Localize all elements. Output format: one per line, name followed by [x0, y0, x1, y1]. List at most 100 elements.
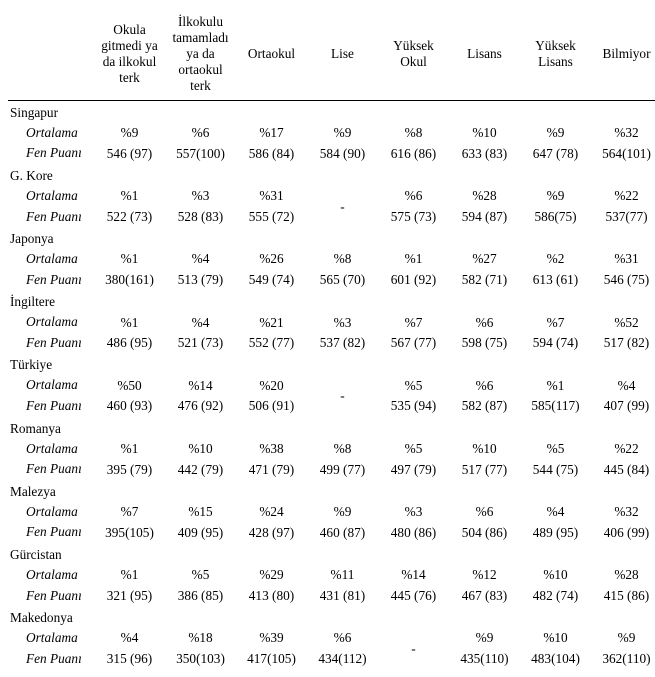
avg-cell: %28 [591, 565, 655, 586]
score-cell: 582 (87) [449, 396, 520, 417]
country-row: Gürcistan [8, 543, 655, 565]
row-label-avg: Ortalama [8, 375, 94, 396]
avg-cell: %31 [236, 186, 307, 207]
avg-cell: %6 [449, 375, 520, 396]
score-cell: 594 (74) [520, 333, 591, 354]
avg-row: Ortalama%50%14%20-%5%6%1%4 [8, 375, 655, 396]
header-col-1: İlkokulu tamamladı ya da ortaokul terk [165, 8, 236, 100]
avg-cell: %1 [94, 439, 165, 460]
score-cell: 549 (74) [236, 270, 307, 291]
score-cell: 586 (84) [236, 143, 307, 164]
avg-cell: %9 [449, 628, 520, 649]
score-cell: 380(161) [94, 270, 165, 291]
score-cell: 486 (95) [94, 333, 165, 354]
score-cell: 407 (99) [591, 396, 655, 417]
avg-cell: %7 [94, 502, 165, 523]
avg-cell: %1 [94, 312, 165, 333]
country-name: Gürcistan [8, 543, 655, 565]
score-row: Fen Puanı486 (95)521 (73)552 (77)537 (82… [8, 333, 655, 354]
score-cell: 586(75) [520, 207, 591, 228]
score-row: Fen Puanı380(161)513 (79)549 (74)565 (70… [8, 270, 655, 291]
avg-cell: %18 [165, 628, 236, 649]
country-name: İngiltere [8, 290, 655, 312]
avg-cell: %5 [165, 565, 236, 586]
score-cell: 417(105) [236, 649, 307, 670]
avg-cell: %8 [307, 439, 378, 460]
row-label-score: Fen Puanı [8, 459, 94, 480]
avg-cell: %1 [520, 375, 591, 396]
avg-cell: %32 [591, 502, 655, 523]
avg-cell: %4 [520, 502, 591, 523]
score-cell: 601 (92) [378, 270, 449, 291]
score-cell: 460 (87) [307, 522, 378, 543]
score-row: Fen Puanı321 (95)386 (85)413 (80)431 (81… [8, 586, 655, 607]
avg-cell: %14 [378, 565, 449, 586]
avg-row: Ortalama%1%5%29%11%14%12%10%28 [8, 565, 655, 586]
header-blank [8, 8, 94, 100]
score-cell: 406 (99) [591, 522, 655, 543]
avg-cell: %6 [449, 502, 520, 523]
avg-cell: %1 [94, 565, 165, 586]
avg-cell: %9 [307, 502, 378, 523]
row-label-score: Fen Puanı [8, 522, 94, 543]
score-cell: 544 (75) [520, 459, 591, 480]
score-cell: 528 (83) [165, 207, 236, 228]
avg-cell: %10 [165, 439, 236, 460]
score-cell: 386 (85) [165, 586, 236, 607]
row-label-avg: Ortalama [8, 628, 94, 649]
score-cell: 395 (79) [94, 459, 165, 480]
avg-row: Ortalama%1%4%26%8%1%27%2%31 [8, 249, 655, 270]
score-cell: 480 (86) [378, 522, 449, 543]
avg-cell: %3 [378, 502, 449, 523]
row-label-score: Fen Puanı [8, 649, 94, 670]
country-row: Türkiye [8, 353, 655, 375]
avg-cell: %1 [378, 249, 449, 270]
country-row: Japonya [8, 227, 655, 249]
score-cell: 445 (76) [378, 586, 449, 607]
score-cell: 415 (86) [591, 586, 655, 607]
score-cell: 552 (77) [236, 333, 307, 354]
avg-row: Ortalama%4%18%39%6-%9%10%9 [8, 628, 655, 649]
score-cell: 460 (93) [94, 396, 165, 417]
avg-cell: %11 [307, 565, 378, 586]
score-cell: 482 (74) [520, 586, 591, 607]
score-cell: 575 (73) [378, 207, 449, 228]
row-label-avg: Ortalama [8, 565, 94, 586]
score-cell: 442 (79) [165, 459, 236, 480]
avg-cell: - [307, 375, 378, 416]
avg-cell: %9 [591, 628, 655, 649]
avg-row: Ortalama%7%15%24%9%3%6%4%32 [8, 502, 655, 523]
avg-cell: %29 [236, 565, 307, 586]
avg-cell: %4 [94, 628, 165, 649]
avg-cell: %5 [378, 375, 449, 396]
avg-cell: %7 [378, 312, 449, 333]
score-cell: 362(110) [591, 649, 655, 670]
score-cell: 537(77) [591, 207, 655, 228]
header-col-2: Ortaokul [236, 8, 307, 100]
score-row: Fen Puanı395 (79)442 (79)471 (79)499 (77… [8, 459, 655, 480]
score-cell: 557(100) [165, 143, 236, 164]
score-cell: 506 (91) [236, 396, 307, 417]
score-cell: 434(112) [307, 649, 378, 670]
score-cell: 428 (97) [236, 522, 307, 543]
country-name: Romanya [8, 417, 655, 439]
score-cell: 467 (83) [449, 586, 520, 607]
avg-cell: %14 [165, 375, 236, 396]
score-cell: 594 (87) [449, 207, 520, 228]
country-row: Romanya [8, 417, 655, 439]
avg-cell: %7 [520, 312, 591, 333]
avg-cell: %8 [307, 249, 378, 270]
row-label-avg: Ortalama [8, 123, 94, 144]
score-cell: 535 (94) [378, 396, 449, 417]
score-cell: 522 (73) [94, 207, 165, 228]
score-cell: 517 (82) [591, 333, 655, 354]
avg-cell: %3 [165, 186, 236, 207]
avg-cell: %12 [449, 565, 520, 586]
row-label-score: Fen Puanı [8, 143, 94, 164]
avg-cell: %9 [520, 186, 591, 207]
score-row: Fen Puanı546 (97)557(100)586 (84)584 (90… [8, 143, 655, 164]
country-row: Makedonya [8, 606, 655, 628]
country-name: G. Kore [8, 164, 655, 186]
avg-cell: %26 [236, 249, 307, 270]
score-cell: 513 (79) [165, 270, 236, 291]
